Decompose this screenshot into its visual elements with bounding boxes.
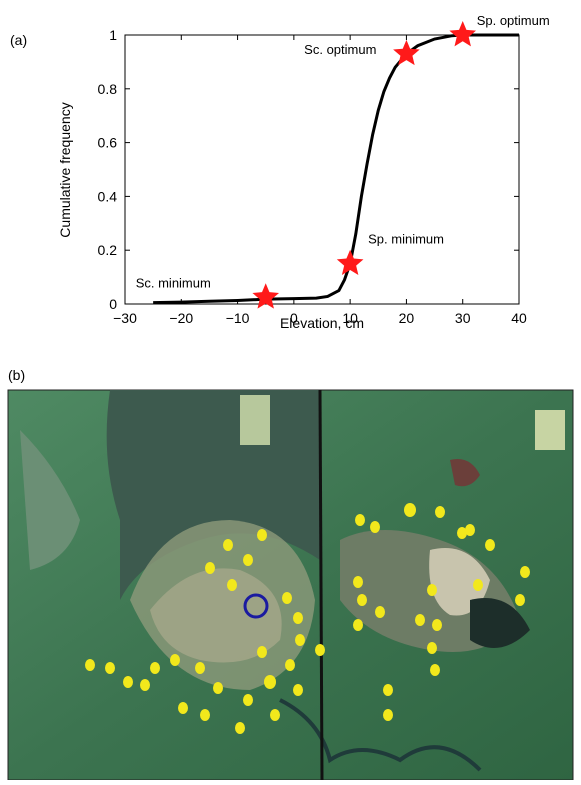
- curve: [153, 33, 519, 305]
- x-tick-label: 20: [399, 310, 415, 326]
- point-label: Sc. minimum: [136, 275, 211, 290]
- x-tick-label: 30: [455, 310, 471, 326]
- plot-frame: [124, 34, 520, 305]
- y-tick-label: 1: [109, 27, 117, 43]
- x-tick-label: 0: [290, 310, 298, 326]
- aerial-image: [7, 389, 574, 781]
- x-tick-label: −10: [226, 310, 250, 326]
- x-tick-label: −30: [113, 310, 137, 326]
- star-marker: [252, 283, 280, 309]
- x-tick-label: −20: [169, 310, 193, 326]
- y-tick-label: 0.2: [98, 242, 118, 258]
- x-axis-label: Elevation, cm: [280, 315, 364, 331]
- star-marker: [449, 21, 477, 47]
- y-tick-label: 0.4: [98, 188, 118, 204]
- y-tick-label: 0: [109, 296, 117, 312]
- panel-label: (b): [8, 367, 25, 383]
- panel-label: (a): [10, 32, 27, 48]
- y-tick-label: 0.6: [98, 135, 118, 151]
- star-marker: [393, 39, 420, 66]
- point-label: Sc. optimum: [304, 42, 376, 57]
- x-tick-label: 10: [342, 310, 358, 326]
- point-label: Sp. optimum: [477, 13, 550, 28]
- y-tick-label: 0.8: [98, 81, 118, 97]
- y-axis-label: Cumulative frequency: [57, 102, 73, 237]
- x-tick-label: 40: [511, 310, 527, 326]
- point-label: Sp. minimum: [368, 232, 444, 247]
- star-marker: [336, 249, 364, 275]
